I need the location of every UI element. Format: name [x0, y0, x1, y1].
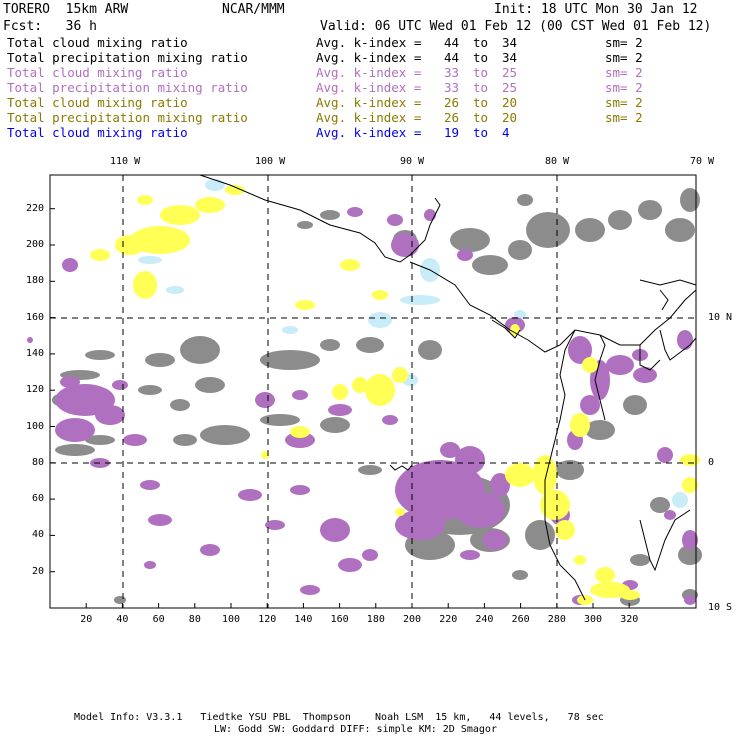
valid-time: Valid: 06 UTC Wed 01 Feb 12 (00 CST Wed …	[320, 19, 712, 34]
legend-row-2-to-val: 34	[502, 50, 518, 65]
yellow-areas	[90, 185, 700, 605]
x-tick-label: 200	[403, 614, 422, 625]
legend-row-6-to: to	[473, 110, 489, 125]
y-tick-label: 100	[26, 420, 45, 432]
lon-label-110w: 110 W	[110, 156, 141, 167]
x-tick-label: 120	[258, 614, 277, 625]
legend-row-4-from: 33	[444, 80, 460, 95]
lat-label-10s: 10 S	[708, 602, 733, 613]
x-tick-label: 320	[620, 614, 639, 625]
legend-row-1-to-val: 34	[502, 35, 518, 50]
legend-row-7-kindex: Avg. k-index =	[316, 125, 422, 140]
purple-areas	[27, 207, 698, 605]
lon-label-100w: 100 W	[255, 156, 286, 167]
y-tick-label: 180	[26, 275, 45, 287]
x-tick-label: 100	[222, 614, 241, 625]
coastlines	[199, 174, 697, 601]
legend-row-1-sm: sm= 2	[605, 35, 643, 50]
legend-row-6-from: 26	[444, 110, 460, 125]
init-time: Init: 18 UTC Mon 30 Jan 12	[494, 2, 698, 17]
legend-row-1-field: Total cloud mixing ratio	[7, 35, 188, 50]
legend-row-2-sm: sm= 2	[605, 50, 643, 65]
x-tick-label: 20	[80, 614, 93, 625]
physics-info: LW: Godd SW: Goddard DIFF: simple KM: 2D…	[214, 724, 497, 735]
latlon-grid	[50, 175, 696, 608]
legend-row-1-kindex: Avg. k-index =	[316, 35, 422, 50]
legend-row-3-sm: sm= 2	[605, 65, 643, 80]
legend-row-2-kindex: Avg. k-index =	[316, 50, 422, 65]
model-title: TORERO 15km ARW	[3, 2, 129, 17]
legend-row-5-to-val: 20	[502, 95, 518, 110]
x-tick-label: 160	[330, 614, 349, 625]
legend-row-5-kindex: Avg. k-index =	[316, 95, 422, 110]
x-tick-label: 180	[366, 614, 385, 625]
legend-row-6-sm: sm= 2	[605, 110, 643, 125]
lat-label-10n: 10 N	[708, 312, 733, 323]
y-tick-label: 60	[32, 493, 45, 505]
legend-row-7-from: 19	[444, 125, 460, 140]
x-tick-label: 140	[294, 614, 313, 625]
x-tick-label: 280	[547, 614, 566, 625]
legend-row-4-field: Total precipitation mixing ratio	[7, 80, 248, 95]
legend-row-3-kindex: Avg. k-index =	[316, 65, 422, 80]
x-tick-label: 240	[475, 614, 494, 625]
y-tick-label: 120	[26, 384, 45, 396]
legend-row-3-to: to	[473, 65, 489, 80]
y-tick-label: 160	[26, 311, 45, 323]
legend-row-6-to-val: 20	[502, 110, 518, 125]
legend-row-3-field: Total cloud mixing ratio	[7, 65, 188, 80]
x-tick-label: 80	[188, 614, 201, 625]
y-tick-label: 220	[26, 202, 45, 214]
lon-label-90w: 90 W	[400, 156, 425, 167]
legend-row-6-field: Total precipitation mixing ratio	[7, 110, 248, 125]
legend-row-5-to: to	[473, 95, 489, 110]
legend-row-1-from: 44	[444, 35, 460, 50]
lightblue-areas	[138, 179, 688, 508]
legend-row-7-to: to	[473, 125, 489, 140]
legend-row-7-to-val: 4	[502, 125, 510, 140]
plot-frame	[49, 174, 697, 609]
forecast-hour: Fcst: 36 h	[3, 19, 97, 34]
legend-row-6-kindex: Avg. k-index =	[316, 110, 422, 125]
legend-row-5-sm: sm= 2	[605, 95, 643, 110]
x-tick-label: 300	[584, 614, 603, 625]
y-tick-label: 140	[26, 347, 45, 359]
model-info: Model Info: V3.3.1 Tiedtke YSU PBL Thomp…	[74, 712, 604, 723]
x-tick-label: 40	[116, 614, 129, 625]
legend-row-3-to-val: 25	[502, 65, 518, 80]
lat-label-0: 0	[708, 457, 715, 468]
legend-row-4-to: to	[473, 80, 489, 95]
y-tick-label: 200	[26, 239, 45, 250]
legend-row-4-kindex: Avg. k-index =	[316, 80, 422, 95]
y-tick-label: 80	[32, 456, 45, 468]
tick-marks	[50, 208, 630, 608]
legend-row-1-to: to	[473, 35, 489, 50]
x-tick-label: 260	[511, 614, 530, 625]
legend-row-5-from: 26	[444, 95, 460, 110]
legend-row-3-from: 33	[444, 65, 460, 80]
legend-row-7-field: Total cloud mixing ratio	[7, 125, 188, 140]
legend-row-5-field: Total cloud mixing ratio	[7, 95, 188, 110]
legend-row-2-field: Total precipitation mixing ratio	[7, 50, 248, 65]
legend-row-2-to: to	[473, 50, 489, 65]
org-label: NCAR/MMM	[222, 2, 285, 17]
y-tick-label: 20	[32, 565, 45, 577]
lon-label-80w: 80 W	[545, 156, 570, 167]
y-tick-label: 40	[32, 529, 45, 541]
x-tick-label: 60	[152, 614, 165, 625]
legend-row-4-sm: sm= 2	[605, 80, 643, 95]
cloud-shading	[27, 179, 702, 606]
lon-label-70w: 70 W	[690, 156, 715, 167]
legend-row-2-from: 44	[444, 50, 460, 65]
legend-row-4-to-val: 25	[502, 80, 518, 95]
x-tick-label: 220	[439, 614, 458, 625]
